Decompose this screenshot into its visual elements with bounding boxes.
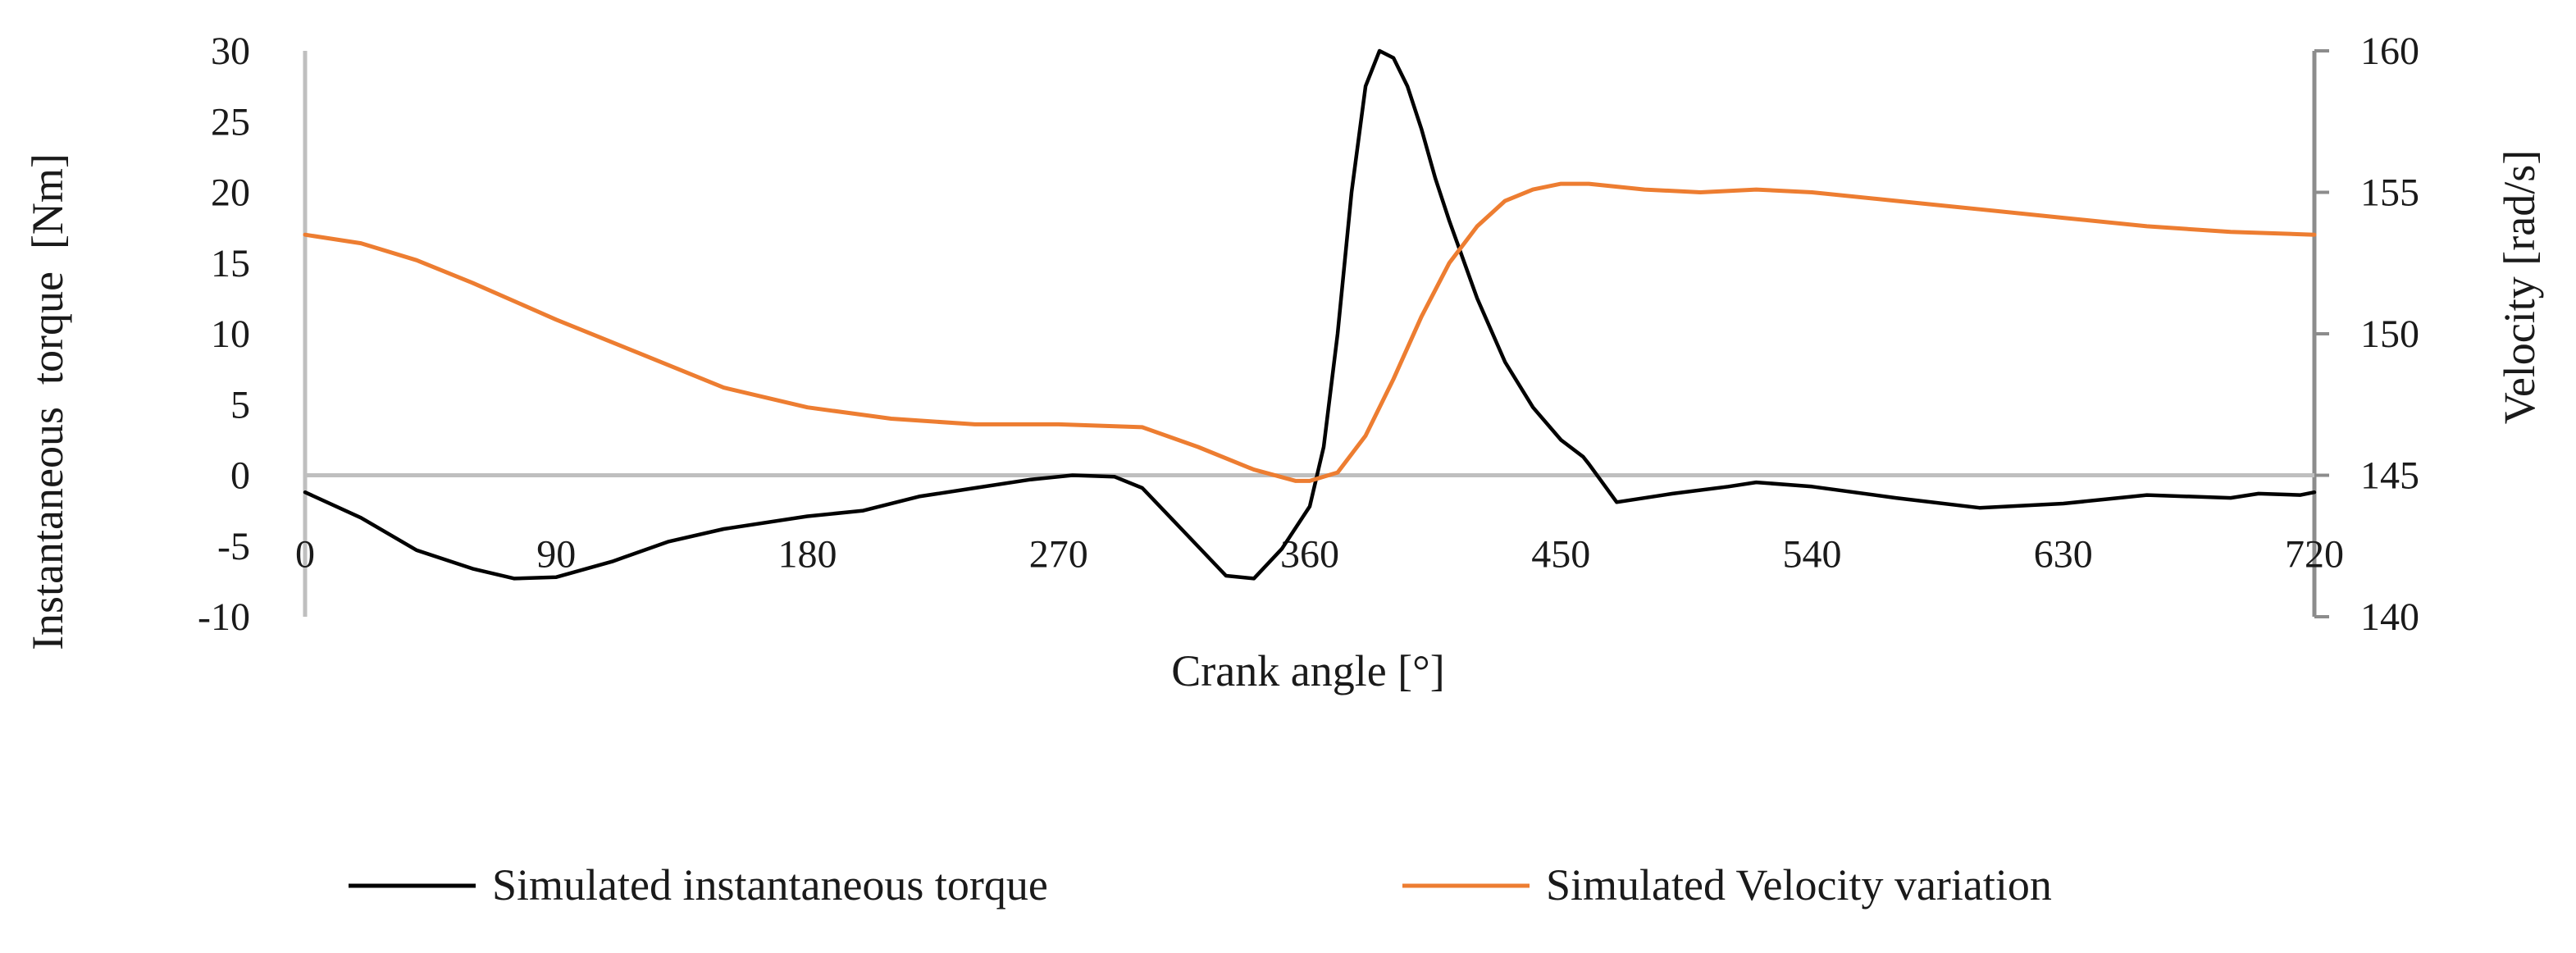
left-y-tick-label: 5 — [230, 383, 250, 426]
left-y-tick-label: 0 — [230, 454, 250, 498]
left-y-tick-label: 10 — [211, 312, 250, 356]
legend-label-velocity: Simulated Velocity variation — [1546, 860, 2052, 910]
x-tick-label: 450 — [1531, 533, 1590, 577]
legend: Simulated instantaneous torque Simulated… — [349, 860, 2052, 910]
left-y-tick-label: 20 — [211, 171, 250, 215]
x-tick-label: 180 — [778, 533, 837, 577]
right-y-tick-label: 145 — [2360, 454, 2419, 498]
right-y-tick-label: 140 — [2360, 595, 2419, 639]
labels-layer: Crank angle [°] Instantaneous torque [Nm… — [23, 150, 2544, 695]
x-tick-label: 270 — [1029, 533, 1088, 577]
right-y-tick-label: 160 — [2360, 30, 2419, 73]
x-tick-label: 630 — [2034, 533, 2093, 577]
right-y-tick-label: 155 — [2360, 171, 2419, 215]
x-tick-label: 0 — [295, 533, 315, 577]
left-y-axis-title: Instantaneous torque [Nm] — [23, 153, 72, 650]
left-y-tick-label: 15 — [211, 242, 250, 285]
series-layer — [303, 48, 2317, 581]
x-tick-label: 720 — [2285, 533, 2344, 577]
left-y-tick-label: -10 — [198, 595, 250, 639]
axes-layer: 30 25 20 15 10 5 0 -5 -10 160 155 150 145 140 0 90 180 27… — [198, 30, 2419, 639]
torque-series-line — [303, 48, 2317, 581]
right-y-tick-label: 150 — [2360, 312, 2419, 356]
x-tick-label: 540 — [1783, 533, 1842, 577]
left-y-tick-label: -5 — [217, 525, 250, 568]
legend-label-torque: Simulated instantaneous torque — [492, 860, 1048, 910]
x-tick-label: 90 — [536, 533, 576, 577]
right-y-axis-title: Velocity [rad/s] — [2495, 150, 2544, 424]
left-y-tick-label: 25 — [211, 100, 250, 144]
x-axis-title: Crank angle [°] — [1171, 646, 1444, 695]
x-tick-label: 360 — [1280, 533, 1339, 577]
left-y-tick-label: 30 — [211, 30, 250, 73]
velocity-series-line — [303, 181, 2317, 483]
